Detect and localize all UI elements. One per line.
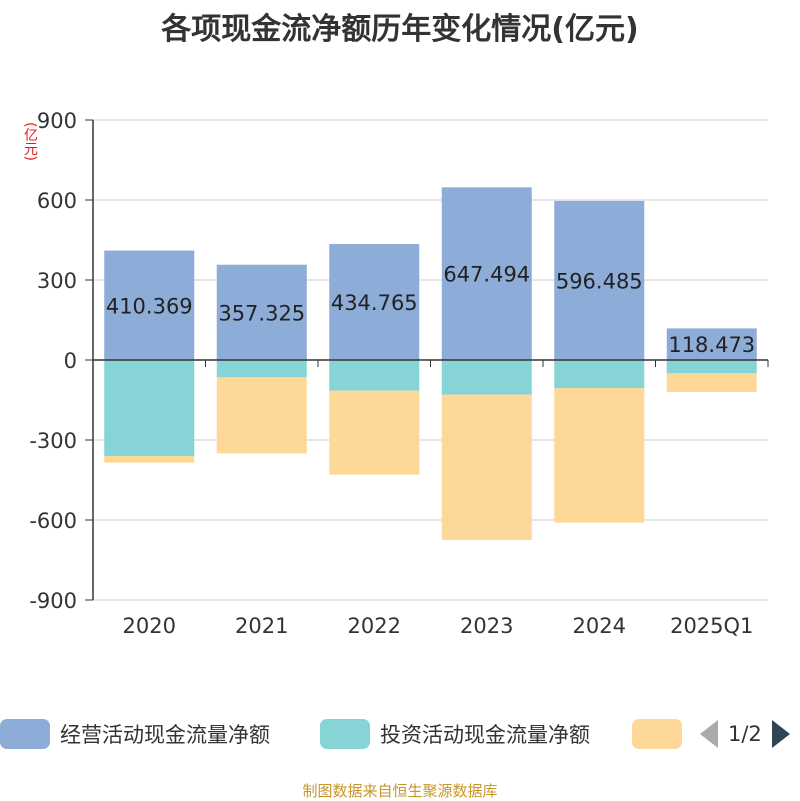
legend-label: 投资活动现金流量净额	[380, 723, 590, 747]
bar-operating	[666, 328, 757, 360]
data-label: 410.369	[106, 294, 193, 318]
bar-chart: 900 600 300 0 -300 -600 -900 410.369 357.325 434.…	[29, 109, 769, 638]
data-source-note: 制图数据来自恒生聚源数据库	[302, 782, 498, 800]
x-tick-label: 2023	[460, 614, 513, 638]
bar-operating	[104, 250, 195, 360]
legend-page-indicator: 1/2	[728, 722, 762, 746]
bar-investing	[554, 360, 645, 388]
y-tick-label: 300	[37, 269, 77, 293]
data-label: 647.494	[443, 263, 530, 287]
x-tick-label: 2020	[123, 614, 176, 638]
legend-item-investing[interactable]: 投资活动现金流量净额	[320, 716, 590, 752]
legend: 经营活动现金流量净额 投资活动现金流量净额	[0, 716, 800, 756]
bar-financing	[666, 373, 757, 392]
y-axis-unit-label: (亿元)	[22, 122, 38, 161]
legend-label: 经营活动现金流量净额	[60, 723, 270, 747]
data-label: 118.473	[668, 333, 755, 357]
legend-next-page-icon[interactable]	[771, 720, 790, 748]
data-label: 357.325	[218, 301, 305, 325]
legend-swatch	[632, 719, 682, 749]
y-tick-label: -300	[29, 429, 77, 453]
chart-title: 各项现金流净额历年变化情况(亿元)	[161, 12, 639, 47]
x-tick-label: 2025Q1	[670, 614, 753, 638]
bar-operating	[329, 244, 420, 360]
legend-item-operating[interactable]: 经营活动现金流量净额	[0, 716, 270, 752]
bar-operating	[441, 187, 532, 360]
legend-pager: 1/2	[700, 716, 790, 752]
bar-operating	[554, 200, 645, 360]
x-tick-label: 2024	[573, 614, 626, 638]
bar-financing	[554, 388, 645, 523]
y-tick-label: -900	[29, 589, 77, 613]
x-tick-label: 2021	[235, 614, 288, 638]
y-tick-label: 600	[37, 189, 77, 213]
y-tick-label: 900	[37, 109, 77, 133]
data-label: 434.765	[331, 291, 418, 315]
bar-investing	[104, 360, 195, 456]
bar-investing	[666, 360, 757, 374]
legend-item-financing[interactable]	[632, 716, 682, 752]
legend-swatch	[0, 719, 50, 749]
bar-investing	[441, 360, 532, 395]
data-label: 596.485	[556, 269, 643, 293]
bar-financing	[441, 394, 532, 540]
bar-investing	[216, 360, 307, 378]
bar-operating	[216, 264, 307, 360]
bar-financing	[104, 456, 195, 463]
legend-prev-page-icon[interactable]	[700, 720, 718, 748]
y-tick-label: -600	[29, 509, 77, 533]
bar-financing	[216, 377, 307, 454]
bar-financing	[329, 390, 420, 475]
y-tick-label: 0	[64, 349, 77, 373]
bar-investing	[329, 360, 420, 391]
legend-swatch	[320, 719, 370, 749]
x-tick-label: 2022	[348, 614, 401, 638]
